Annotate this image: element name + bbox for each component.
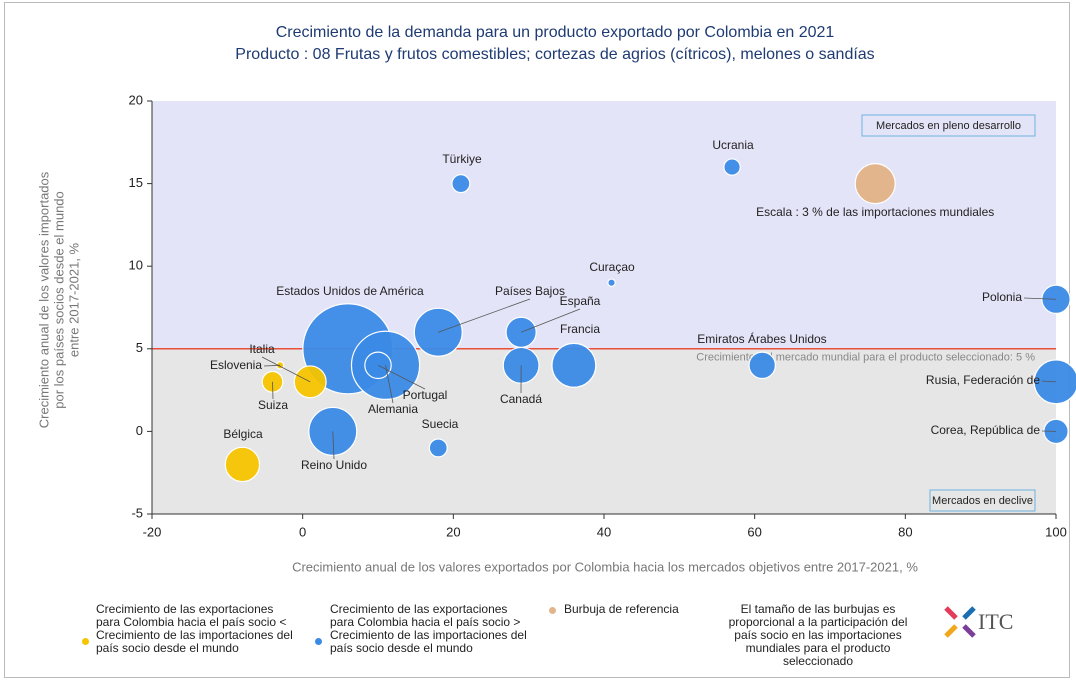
leader-line	[438, 298, 531, 333]
legend-swatch	[315, 638, 322, 645]
bubble-label: Francia	[560, 322, 600, 336]
leader-line	[263, 364, 281, 367]
bubble	[551, 342, 597, 388]
bubble-label: Italia	[249, 342, 275, 356]
plot-band-bottom	[152, 348, 1056, 514]
legend-swatch	[82, 638, 89, 645]
quadrant-label: Mercados en declive	[932, 495, 1033, 507]
x-axis-label: Crecimiento anual de los valores exporta…	[292, 559, 918, 574]
bubble-label: Emiratos Árabes Unidos	[697, 331, 826, 346]
bubble	[723, 158, 741, 176]
reference-line-label: Crecimiento del mercado mundial para el …	[696, 352, 1035, 364]
bubble	[224, 446, 261, 483]
y-axis-label: Crecimiento anual de los valores importa…	[36, 171, 51, 428]
chart: Crecimiento de la demanda para un produc…	[36, 24, 1076, 574]
bubble	[607, 278, 616, 287]
legend-entry: Crecimiento de las exportaciones para Co…	[96, 602, 293, 655]
bubble-label: Bélgica	[223, 427, 263, 441]
x-tick-label: 100	[1045, 524, 1067, 539]
leader-line	[1023, 297, 1057, 300]
y-tick-label: 10	[129, 258, 143, 273]
bubble-label: Corea, República de	[931, 423, 1041, 437]
size-note: El tamaño de las burbujas es proporciona…	[728, 602, 908, 668]
legend-swatch	[549, 607, 556, 614]
bubble	[748, 351, 776, 380]
logo-icon	[944, 606, 976, 638]
leader-line	[1041, 380, 1057, 383]
bubble-label: Reino Unido	[301, 458, 367, 472]
bubble-label: Canadá	[500, 392, 542, 406]
leader-line	[261, 356, 311, 383]
plot-band-top	[152, 101, 1056, 349]
x-tick-label: 60	[747, 524, 761, 539]
y-tick-label: -5	[131, 505, 143, 520]
chart-subtitle: Producto : 08 Frutas y frutos comestible…	[235, 46, 874, 63]
bubble-label: Rusia, Federación de	[926, 373, 1040, 387]
bubble-label: Türkiye	[442, 152, 482, 166]
bubble-label: Estados Unidos de América	[276, 284, 424, 298]
frame	[4, 2, 1070, 678]
leader-line	[385, 365, 394, 404]
chart-title: Crecimiento de la demanda para un produc…	[276, 24, 835, 41]
leader-line	[520, 308, 581, 333]
y-tick-label: 20	[129, 92, 143, 107]
leader-line	[377, 364, 426, 390]
logo-text: ITC	[978, 609, 1014, 634]
y-axis-label: por los países socios desde el mundo	[51, 191, 66, 409]
x-tick-label: 0	[299, 524, 306, 539]
y-tick-label: 0	[136, 423, 143, 438]
x-tick-label: 80	[898, 524, 912, 539]
quadrant-label: Mercados en pleno desarrollo	[876, 120, 1021, 132]
bubble-label: Ucrania	[712, 138, 754, 152]
legend-entry: Burbuja de referencia	[564, 602, 679, 616]
reference-bubble	[854, 163, 896, 205]
bubble	[428, 438, 448, 458]
y-tick-label: 5	[136, 340, 143, 355]
reference-bubble-label: Escala : 3 % de las importaciones mundia…	[756, 205, 994, 219]
y-axis-label: entre 2017-2021, %	[66, 242, 81, 357]
x-tick-label: -20	[143, 524, 162, 539]
bubble	[451, 174, 471, 194]
bubble-label: Alemania	[368, 402, 418, 416]
bubble-label: Polonia	[982, 290, 1022, 304]
bubble-label: Eslovenia	[210, 358, 262, 372]
legend-entry: Crecimiento de las exportaciones para Co…	[330, 602, 527, 655]
bubble-label: Curaçao	[589, 260, 635, 274]
bubble-label: Suiza	[258, 398, 288, 412]
y-tick-label: 15	[129, 175, 143, 190]
leader-line	[332, 431, 335, 460]
x-tick-label: 40	[597, 524, 611, 539]
bubble-label: España	[560, 294, 601, 308]
bubble-label: Países Bajos	[495, 284, 565, 298]
bubble-label: Portugal	[403, 388, 448, 402]
quadrant-box	[861, 114, 1036, 137]
bubble-label: Suecia	[422, 417, 459, 431]
quadrant-box	[929, 489, 1036, 512]
bubble	[413, 307, 463, 357]
x-tick-label: 20	[446, 524, 460, 539]
